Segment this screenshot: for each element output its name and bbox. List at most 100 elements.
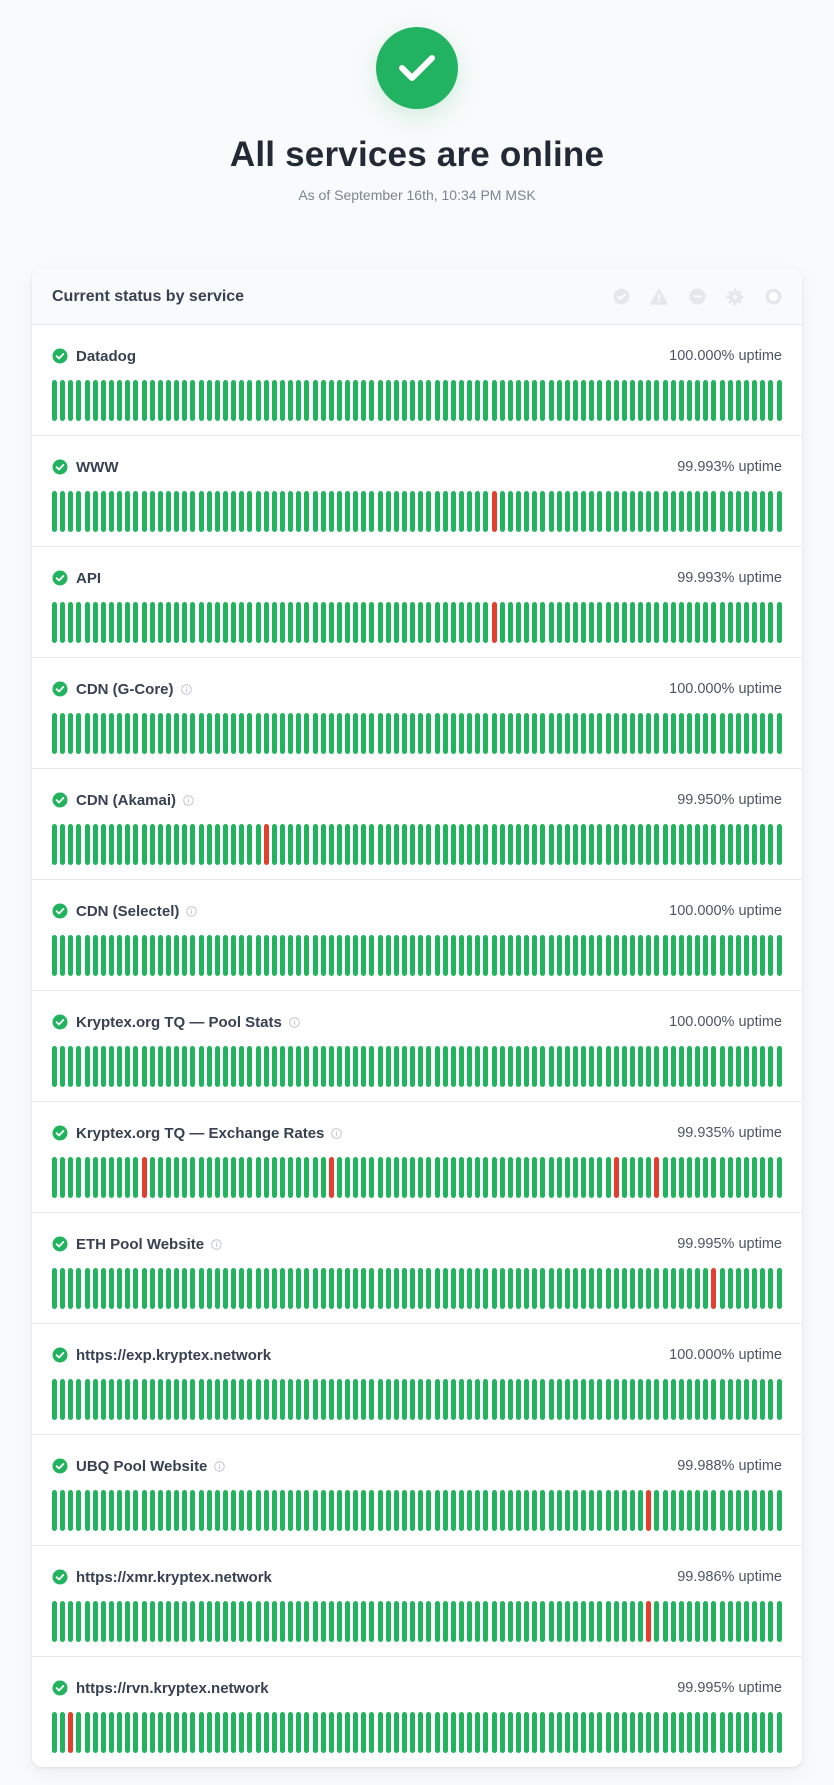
uptime-bar[interactable]: [524, 824, 530, 865]
uptime-bar[interactable]: [353, 935, 359, 976]
uptime-bar[interactable]: [222, 1712, 228, 1753]
uptime-bar[interactable]: [434, 1046, 440, 1087]
uptime-bar[interactable]: [548, 1268, 554, 1309]
uptime-bar[interactable]: [174, 1157, 180, 1198]
uptime-bar[interactable]: [320, 602, 326, 643]
uptime-bar[interactable]: [206, 1490, 212, 1531]
uptime-bar[interactable]: [385, 935, 391, 976]
uptime-bar[interactable]: [377, 1490, 383, 1531]
uptime-bar[interactable]: [271, 1046, 277, 1087]
uptime-bar[interactable]: [426, 491, 432, 532]
uptime-bar[interactable]: [377, 1157, 383, 1198]
uptime-bar[interactable]: [402, 824, 408, 865]
uptime-bar[interactable]: [222, 935, 228, 976]
uptime-bar[interactable]: [214, 824, 220, 865]
uptime-bar[interactable]: [255, 824, 261, 865]
uptime-bar[interactable]: [231, 935, 237, 976]
uptime-bar[interactable]: [149, 1601, 155, 1642]
uptime-bar[interactable]: [516, 1712, 522, 1753]
uptime-bar[interactable]: [719, 1490, 725, 1531]
uptime-bar[interactable]: [198, 602, 204, 643]
uptime-bar[interactable]: [84, 602, 90, 643]
uptime-bar[interactable]: [719, 1712, 725, 1753]
uptime-bar[interactable]: [125, 713, 131, 754]
uptime-bar[interactable]: [174, 935, 180, 976]
uptime-bar[interactable]: [76, 1712, 82, 1753]
uptime-bar[interactable]: [288, 1046, 294, 1087]
uptime-bar[interactable]: [564, 1601, 570, 1642]
uptime-bar[interactable]: [92, 1268, 98, 1309]
outage-icon[interactable]: [688, 288, 706, 306]
uptime-bar[interactable]: [149, 1490, 155, 1531]
uptime-bar[interactable]: [629, 824, 635, 865]
uptime-bar[interactable]: [393, 1490, 399, 1531]
uptime-bar[interactable]: [499, 824, 505, 865]
uptime-bar[interactable]: [662, 1157, 668, 1198]
uptime-bar[interactable]: [743, 1712, 749, 1753]
uptime-bar[interactable]: [548, 1490, 554, 1531]
uptime-bar[interactable]: [459, 935, 465, 976]
uptime-bar[interactable]: [450, 824, 456, 865]
uptime-bar[interactable]: [100, 935, 106, 976]
uptime-bar[interactable]: [377, 1046, 383, 1087]
uptime-bar[interactable]: [402, 935, 408, 976]
uptime-bar[interactable]: [662, 1712, 668, 1753]
uptime-bar[interactable]: [638, 1046, 644, 1087]
uptime-bar[interactable]: [206, 1157, 212, 1198]
uptime-bar[interactable]: [149, 1268, 155, 1309]
uptime-bar[interactable]: [157, 491, 163, 532]
uptime-bar[interactable]: [231, 1490, 237, 1531]
uptime-bar[interactable]: [434, 602, 440, 643]
uptime-bar[interactable]: [247, 1712, 253, 1753]
uptime-bar[interactable]: [686, 1157, 692, 1198]
uptime-bar[interactable]: [597, 935, 603, 976]
uptime-bar[interactable]: [84, 1046, 90, 1087]
uptime-bar[interactable]: [304, 1490, 310, 1531]
uptime-bar[interactable]: [304, 1157, 310, 1198]
uptime-bar[interactable]: [52, 1712, 57, 1753]
uptime-bar[interactable]: [288, 1268, 294, 1309]
uptime-bar-outage[interactable]: [141, 1157, 147, 1198]
uptime-bar[interactable]: [459, 1268, 465, 1309]
uptime-bar[interactable]: [646, 491, 652, 532]
uptime-bar[interactable]: [320, 1046, 326, 1087]
uptime-bar[interactable]: [491, 1157, 497, 1198]
uptime-bar[interactable]: [662, 1268, 668, 1309]
uptime-bar[interactable]: [68, 1490, 74, 1531]
uptime-bar[interactable]: [605, 602, 611, 643]
uptime-bar[interactable]: [206, 1601, 212, 1642]
uptime-bar[interactable]: [377, 1379, 383, 1420]
uptime-bar[interactable]: [540, 380, 546, 421]
uptime-bar[interactable]: [418, 1712, 424, 1753]
uptime-bar[interactable]: [84, 824, 90, 865]
uptime-bar[interactable]: [499, 1268, 505, 1309]
uptime-bar[interactable]: [573, 1157, 578, 1198]
uptime-bar[interactable]: [231, 1268, 237, 1309]
uptime-bar[interactable]: [410, 602, 416, 643]
uptime-bar[interactable]: [92, 824, 98, 865]
uptime-bar[interactable]: [288, 1712, 294, 1753]
uptime-bar[interactable]: [320, 1379, 326, 1420]
uptime-bar[interactable]: [695, 1157, 701, 1198]
uptime-bar[interactable]: [353, 1268, 359, 1309]
uptime-bar[interactable]: [556, 1379, 562, 1420]
uptime-bar[interactable]: [776, 1268, 782, 1309]
uptime-bar[interactable]: [328, 824, 334, 865]
uptime-bar[interactable]: [532, 380, 538, 421]
uptime-bar[interactable]: [141, 1046, 147, 1087]
uptime-bar[interactable]: [426, 1490, 432, 1531]
uptime-bar[interactable]: [695, 713, 701, 754]
uptime-bar[interactable]: [108, 380, 114, 421]
uptime-bar[interactable]: [516, 713, 522, 754]
uptime-bar[interactable]: [304, 1268, 310, 1309]
uptime-bar[interactable]: [402, 602, 408, 643]
uptime-bar[interactable]: [296, 1490, 302, 1531]
uptime-bar[interactable]: [638, 1712, 644, 1753]
uptime-bar[interactable]: [442, 935, 448, 976]
uptime-bar[interactable]: [133, 935, 139, 976]
uptime-bar[interactable]: [727, 935, 733, 976]
uptime-bar[interactable]: [556, 1490, 562, 1531]
uptime-bar[interactable]: [190, 380, 196, 421]
uptime-bar[interactable]: [361, 1601, 367, 1642]
uptime-bar[interactable]: [320, 713, 326, 754]
